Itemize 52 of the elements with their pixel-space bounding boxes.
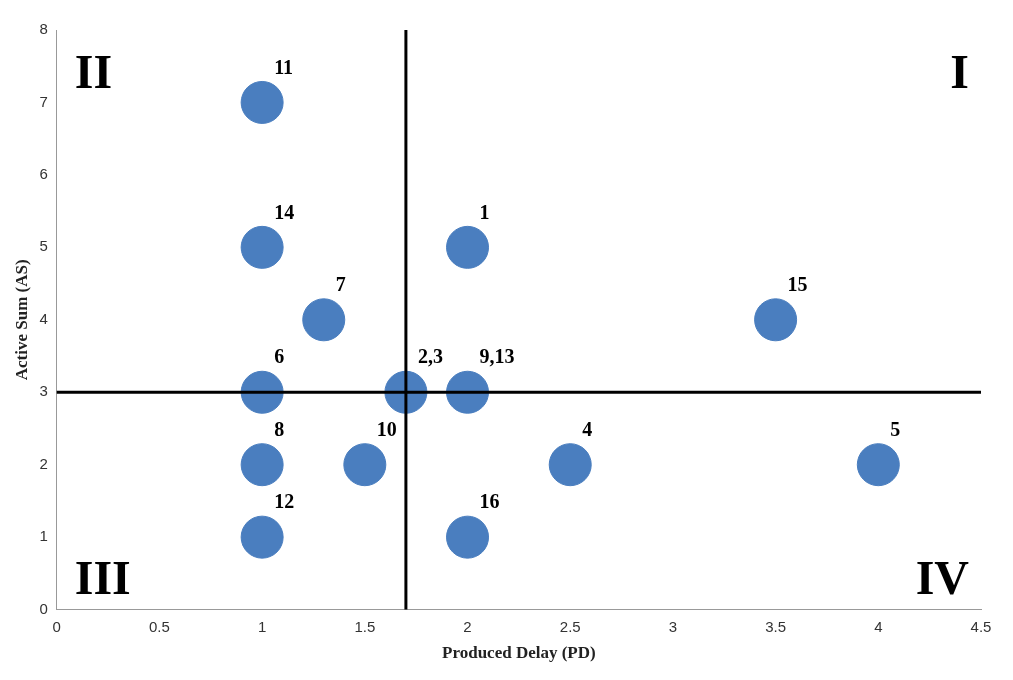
point bbox=[446, 225, 490, 269]
annotation: 10 bbox=[376, 417, 397, 440]
y-tick-label: 0 bbox=[39, 599, 48, 617]
y-tick-label: 3 bbox=[39, 382, 48, 400]
point bbox=[548, 443, 592, 487]
annotation: 15 bbox=[787, 272, 808, 295]
x-tick-label: 4.5 bbox=[970, 617, 992, 635]
y-tick-label: 2 bbox=[39, 454, 48, 472]
point bbox=[343, 443, 387, 487]
x-tick-label: 3.5 bbox=[765, 617, 787, 635]
point bbox=[446, 515, 490, 559]
point bbox=[240, 443, 284, 487]
annotation: 4 bbox=[582, 417, 593, 440]
y-tick-label: 6 bbox=[39, 165, 48, 183]
point bbox=[240, 515, 284, 559]
x-tick-label: 3 bbox=[668, 617, 678, 635]
annotation: II bbox=[74, 45, 113, 99]
annotation: 5 bbox=[890, 417, 901, 440]
y-tick-label: 7 bbox=[39, 92, 48, 110]
x-tick-label: 2.5 bbox=[559, 617, 581, 635]
annotation: 16 bbox=[479, 490, 500, 513]
y-tick-label: 5 bbox=[39, 237, 48, 255]
annotation: 14 bbox=[274, 200, 295, 223]
annotation: III bbox=[74, 551, 131, 605]
annotation: 2,3 bbox=[417, 345, 443, 368]
x-axis-title: Produced Delay (PD) bbox=[442, 643, 596, 663]
x-tick-label: 1 bbox=[257, 617, 267, 635]
y-tick-label: 1 bbox=[39, 527, 48, 545]
y-tick-label: 8 bbox=[39, 20, 48, 38]
x-tick-label: 1.5 bbox=[354, 617, 376, 635]
x-tick-label: 4 bbox=[874, 617, 883, 635]
y-tick-label: 4 bbox=[39, 309, 48, 327]
y-axis-title: Active Sum (AS) bbox=[11, 259, 31, 381]
point bbox=[446, 370, 490, 414]
annotation: 7 bbox=[335, 272, 346, 295]
x-tick-label: 2 bbox=[463, 617, 472, 635]
point bbox=[754, 298, 798, 342]
x-tick-label: 0.5 bbox=[149, 617, 170, 635]
annotation: 1 bbox=[479, 200, 490, 223]
annotation: I bbox=[950, 45, 969, 99]
x-tick-label: 0 bbox=[52, 617, 61, 635]
annotation: 11 bbox=[274, 55, 294, 78]
annotation: 8 bbox=[274, 417, 285, 440]
annotation: IV bbox=[915, 551, 970, 605]
annotation: 6 bbox=[274, 345, 285, 368]
point bbox=[240, 370, 284, 414]
annotation: 9,13 bbox=[479, 345, 515, 368]
point bbox=[302, 298, 346, 342]
annotation: 12 bbox=[274, 490, 295, 513]
point bbox=[240, 225, 284, 269]
point bbox=[240, 80, 284, 124]
point bbox=[856, 443, 900, 487]
